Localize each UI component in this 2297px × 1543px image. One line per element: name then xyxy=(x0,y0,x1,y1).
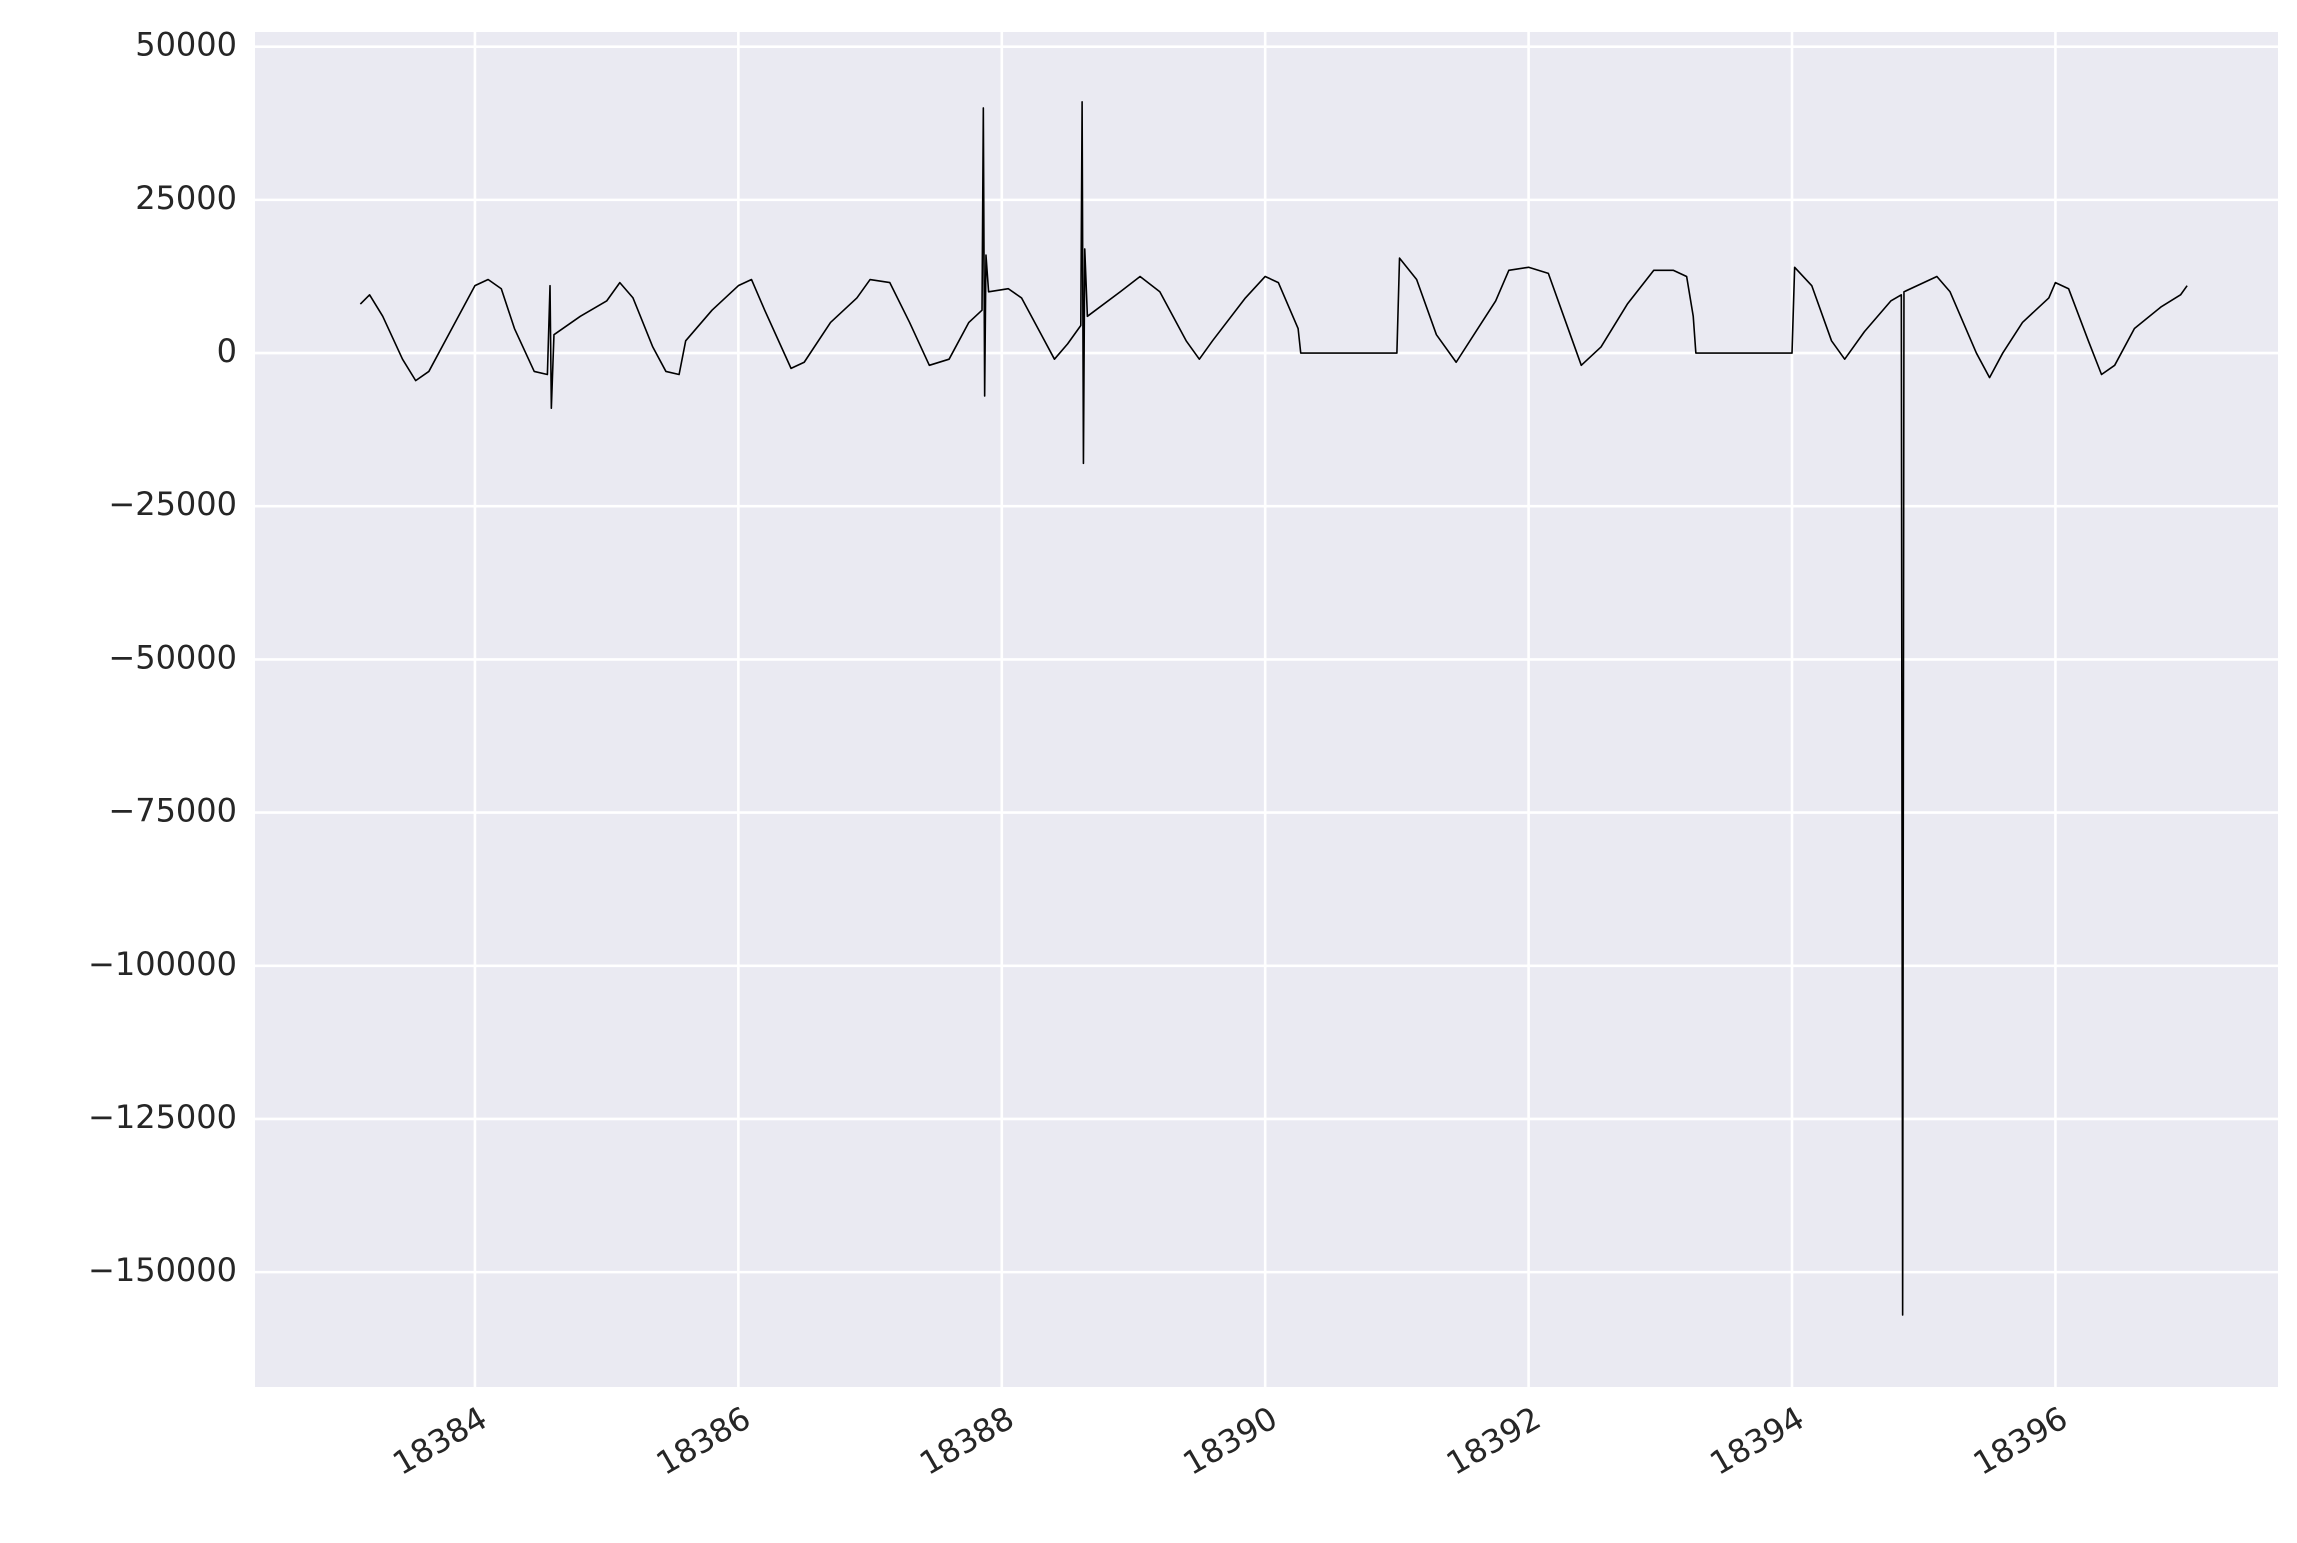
x-tick-label: 18384 xyxy=(386,1399,493,1483)
y-tick-label: 50000 xyxy=(135,26,237,64)
y-tick-label: −100000 xyxy=(88,945,237,983)
y-tick-label: −125000 xyxy=(88,1098,237,1136)
y-tick-label: 25000 xyxy=(135,179,237,217)
y-tick-label: −25000 xyxy=(108,485,237,523)
x-tick-label: 18388 xyxy=(913,1399,1020,1483)
x-tick-label: 18392 xyxy=(1440,1399,1547,1483)
x-tick-label: 18390 xyxy=(1177,1399,1284,1483)
plot-area xyxy=(255,32,2278,1387)
y-tick-label: −150000 xyxy=(88,1251,237,1289)
y-tick-label: −50000 xyxy=(108,638,237,676)
x-tick-label: 18394 xyxy=(1703,1399,1810,1483)
y-tick-label: −75000 xyxy=(108,792,237,830)
x-tick-label: 18396 xyxy=(1967,1399,2074,1483)
y-tick-label: 0 xyxy=(217,332,237,370)
x-tick-label: 18386 xyxy=(650,1399,757,1483)
data-line xyxy=(359,101,2188,1316)
